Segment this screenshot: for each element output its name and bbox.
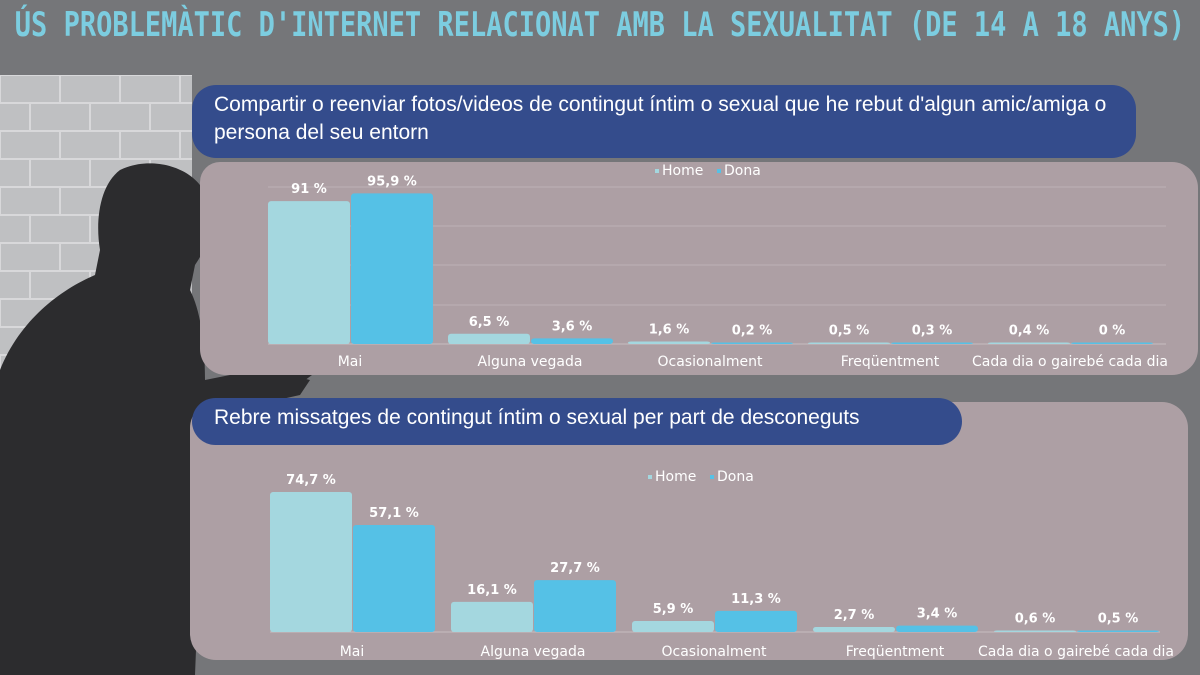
category-label: Mai — [340, 644, 365, 660]
data-label: 0,5 % — [829, 324, 870, 339]
legend-marker-home — [655, 169, 659, 173]
category-label: Mai — [338, 354, 363, 370]
bar-home — [988, 342, 1070, 344]
bar-home — [270, 492, 352, 632]
bar-dona — [715, 610, 797, 632]
legend-marker-home — [648, 475, 652, 479]
data-label: 0,5 % — [1098, 612, 1139, 627]
bar-home — [813, 626, 895, 632]
data-label: 3,6 % — [552, 319, 593, 334]
data-label: 11,3 % — [731, 592, 781, 607]
bar-dona — [1077, 630, 1159, 632]
legend-label-dona: Dona — [724, 163, 761, 179]
bar-home — [994, 630, 1076, 632]
data-label: 0,4 % — [1009, 324, 1050, 339]
bar-dona — [1071, 342, 1153, 344]
data-label: 1,6 % — [649, 322, 690, 337]
category-label: Cada dia o gairebé cada dia — [978, 644, 1174, 660]
legend-label-home: Home — [655, 469, 696, 485]
bar-home — [628, 341, 710, 344]
data-label: 0,3 % — [912, 324, 953, 339]
bar-home — [808, 342, 890, 344]
category-label: Ocasionalment — [658, 354, 764, 370]
data-label: 6,5 % — [469, 315, 510, 330]
bar-dona — [353, 524, 435, 632]
bar-dona — [531, 338, 613, 344]
data-label: 0 % — [1099, 324, 1126, 339]
bar-dona — [896, 625, 978, 632]
bar-dona — [711, 342, 793, 344]
category-label: Alguna vegada — [481, 644, 586, 660]
page-title: ÚS PROBLEMÀTIC D'INTERNET RELACIONAT AMB… — [14, 6, 1186, 45]
bar-dona — [534, 580, 616, 632]
category-label: Cada dia o gairebé cada dia — [972, 354, 1168, 370]
chart2: Home Dona 74,7 % 57,1 % Mai 16,1 % 27,7 % Algun… — [270, 469, 1174, 660]
bar-home — [632, 620, 714, 632]
category-label: Ocasionalment — [662, 644, 768, 660]
chart2-panel: Home Dona 74,7 % 57,1 % Mai 16,1 % 27,7 % Algun… — [190, 402, 1188, 660]
data-label: 91 % — [291, 182, 327, 197]
bar-dona — [891, 342, 973, 344]
data-label: 95,9 % — [367, 174, 417, 189]
category-label: Freqüentment — [841, 354, 940, 370]
data-label: 57,1 % — [369, 506, 419, 521]
data-label: 0,2 % — [732, 324, 773, 339]
data-label: 2,7 % — [834, 608, 875, 623]
data-label: 3,4 % — [917, 607, 958, 622]
bar-home — [451, 601, 533, 632]
legend-marker-dona — [710, 475, 714, 479]
bar-home — [448, 333, 530, 344]
data-label: 74,7 % — [286, 473, 336, 488]
data-label: 16,1 % — [467, 583, 517, 598]
bar-dona — [351, 193, 433, 344]
chart1-panel: Home Dona 91 % 95,9 % Mai 6,5 % 3,6 % Alguna ve… — [200, 162, 1198, 375]
bar-home — [268, 201, 350, 344]
data-label: 5,9 % — [653, 602, 694, 617]
chart2-title: Rebre missatges de contingut íntim o sex… — [192, 398, 962, 445]
category-label: Alguna vegada — [478, 354, 583, 370]
chart1: Home Dona 91 % 95,9 % Mai 6,5 % 3,6 % Alguna ve… — [268, 163, 1168, 370]
data-label: 27,7 % — [550, 561, 600, 576]
legend-marker-dona — [717, 169, 721, 173]
data-label: 0,6 % — [1015, 612, 1056, 627]
category-label: Freqüentment — [846, 644, 945, 660]
legend-label-home: Home — [662, 163, 703, 179]
chart1-title: Compartir o reenviar fotos/videos de con… — [192, 85, 1136, 158]
legend-label-dona: Dona — [717, 469, 754, 485]
